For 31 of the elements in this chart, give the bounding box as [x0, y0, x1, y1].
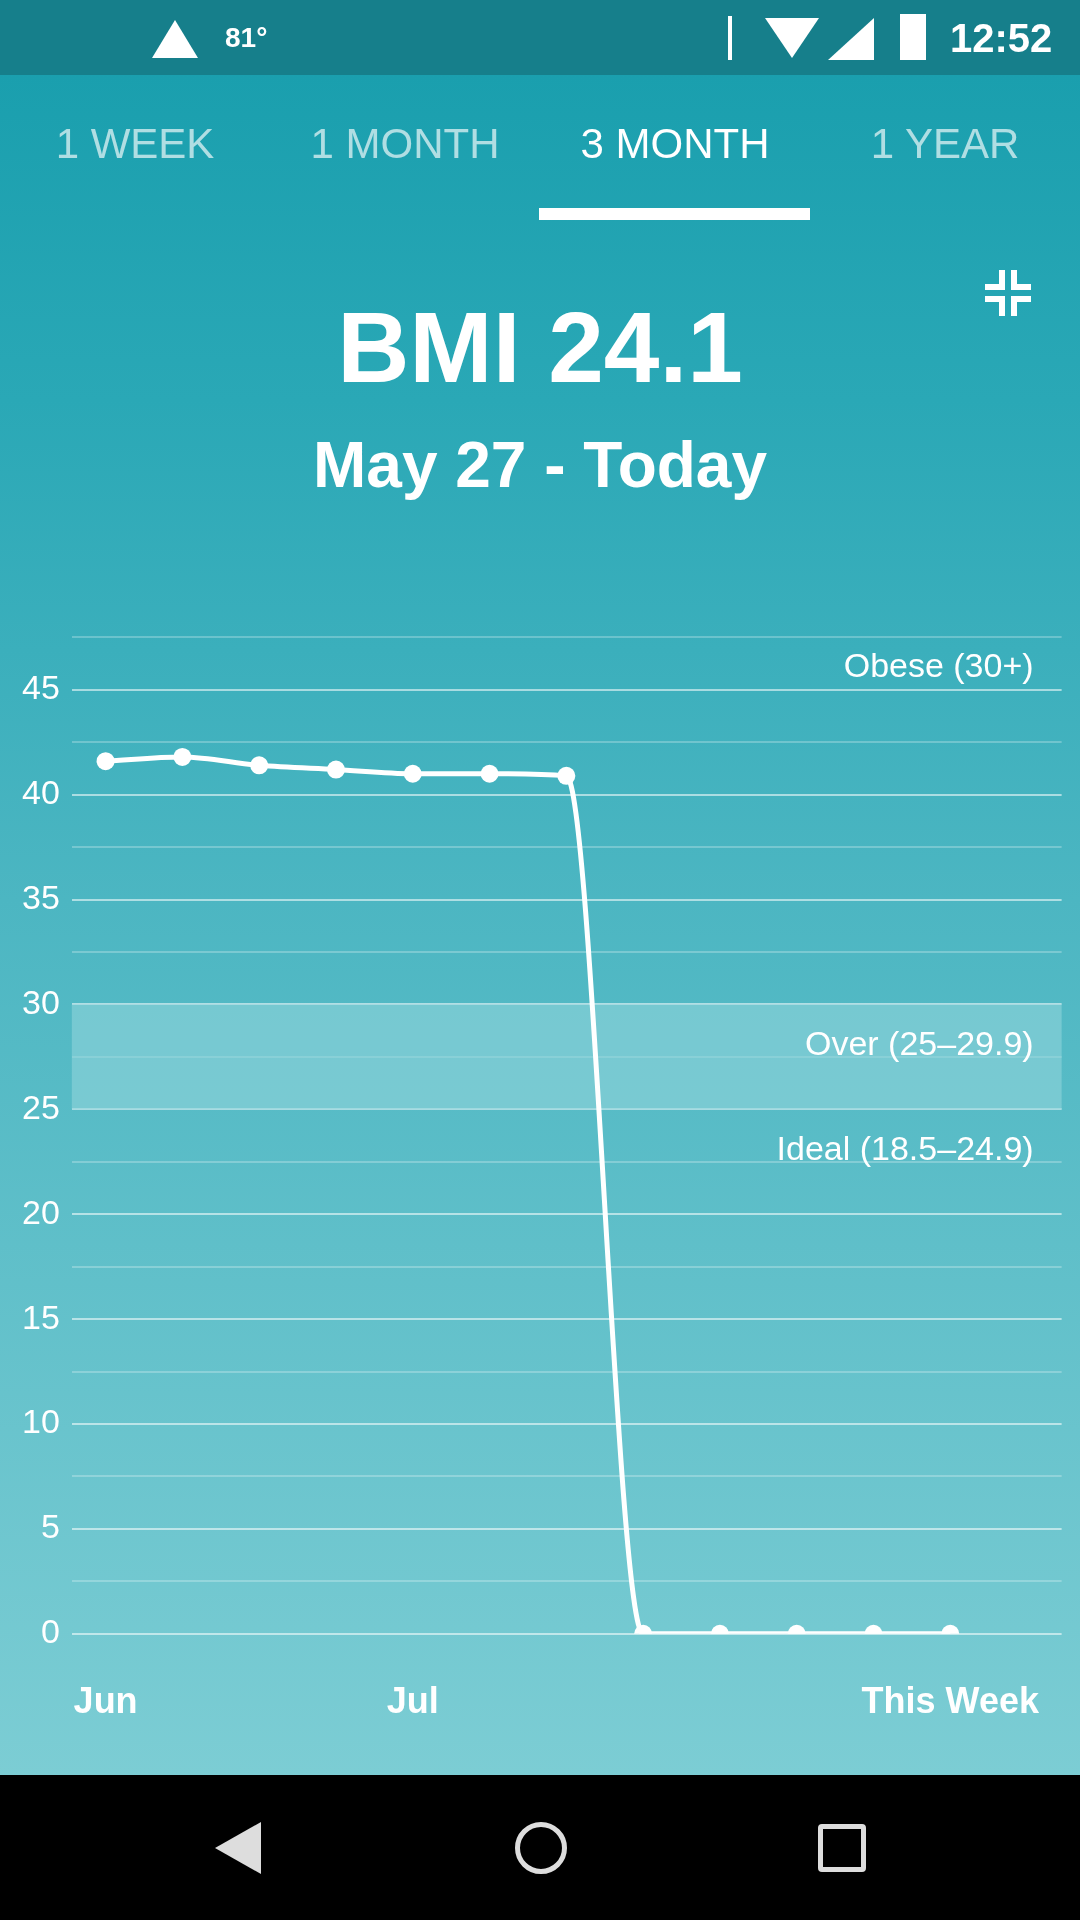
- y-tick-label: 35: [21, 877, 60, 916]
- band-label: Over (25–29.9): [804, 1023, 1034, 1062]
- point: [250, 756, 269, 775]
- point: [173, 747, 192, 766]
- point: [480, 764, 499, 783]
- point: [403, 764, 422, 783]
- point: [326, 760, 345, 779]
- y-tick-label: 15: [21, 1297, 60, 1336]
- y-tick-label: 20: [21, 1192, 60, 1231]
- annotation: Obese (30+): [843, 645, 1034, 684]
- text: 1 MONTH: [309, 120, 501, 168]
- point: [96, 752, 115, 771]
- text: 81°: [225, 22, 268, 54]
- chart-title: BMI 24.1: [336, 290, 744, 405]
- y-tick-label: 30: [21, 982, 60, 1021]
- y-tick-label: 45: [21, 668, 60, 707]
- annotation: Ideal (18.5–24.9): [776, 1128, 1034, 1167]
- text: 3 MONTH: [579, 120, 771, 168]
- text: 1 YEAR: [869, 120, 1021, 168]
- y-tick-label: 10: [21, 1402, 60, 1441]
- text: 12:52: [950, 16, 1053, 61]
- chart-subtitle: May 27 - Today: [311, 428, 769, 502]
- y-tick-label: 25: [21, 1087, 60, 1126]
- y-tick-label: 40: [21, 773, 60, 812]
- y-tick-label: 5: [40, 1507, 60, 1546]
- y-tick-label: 0: [40, 1612, 60, 1651]
- x-tick-label: This Week: [861, 1680, 1040, 1722]
- point: [557, 766, 576, 785]
- text: 1 WEEK: [54, 120, 216, 168]
- x-tick-label: Jun: [73, 1680, 138, 1722]
- x-tick-label: Jul: [386, 1680, 439, 1722]
